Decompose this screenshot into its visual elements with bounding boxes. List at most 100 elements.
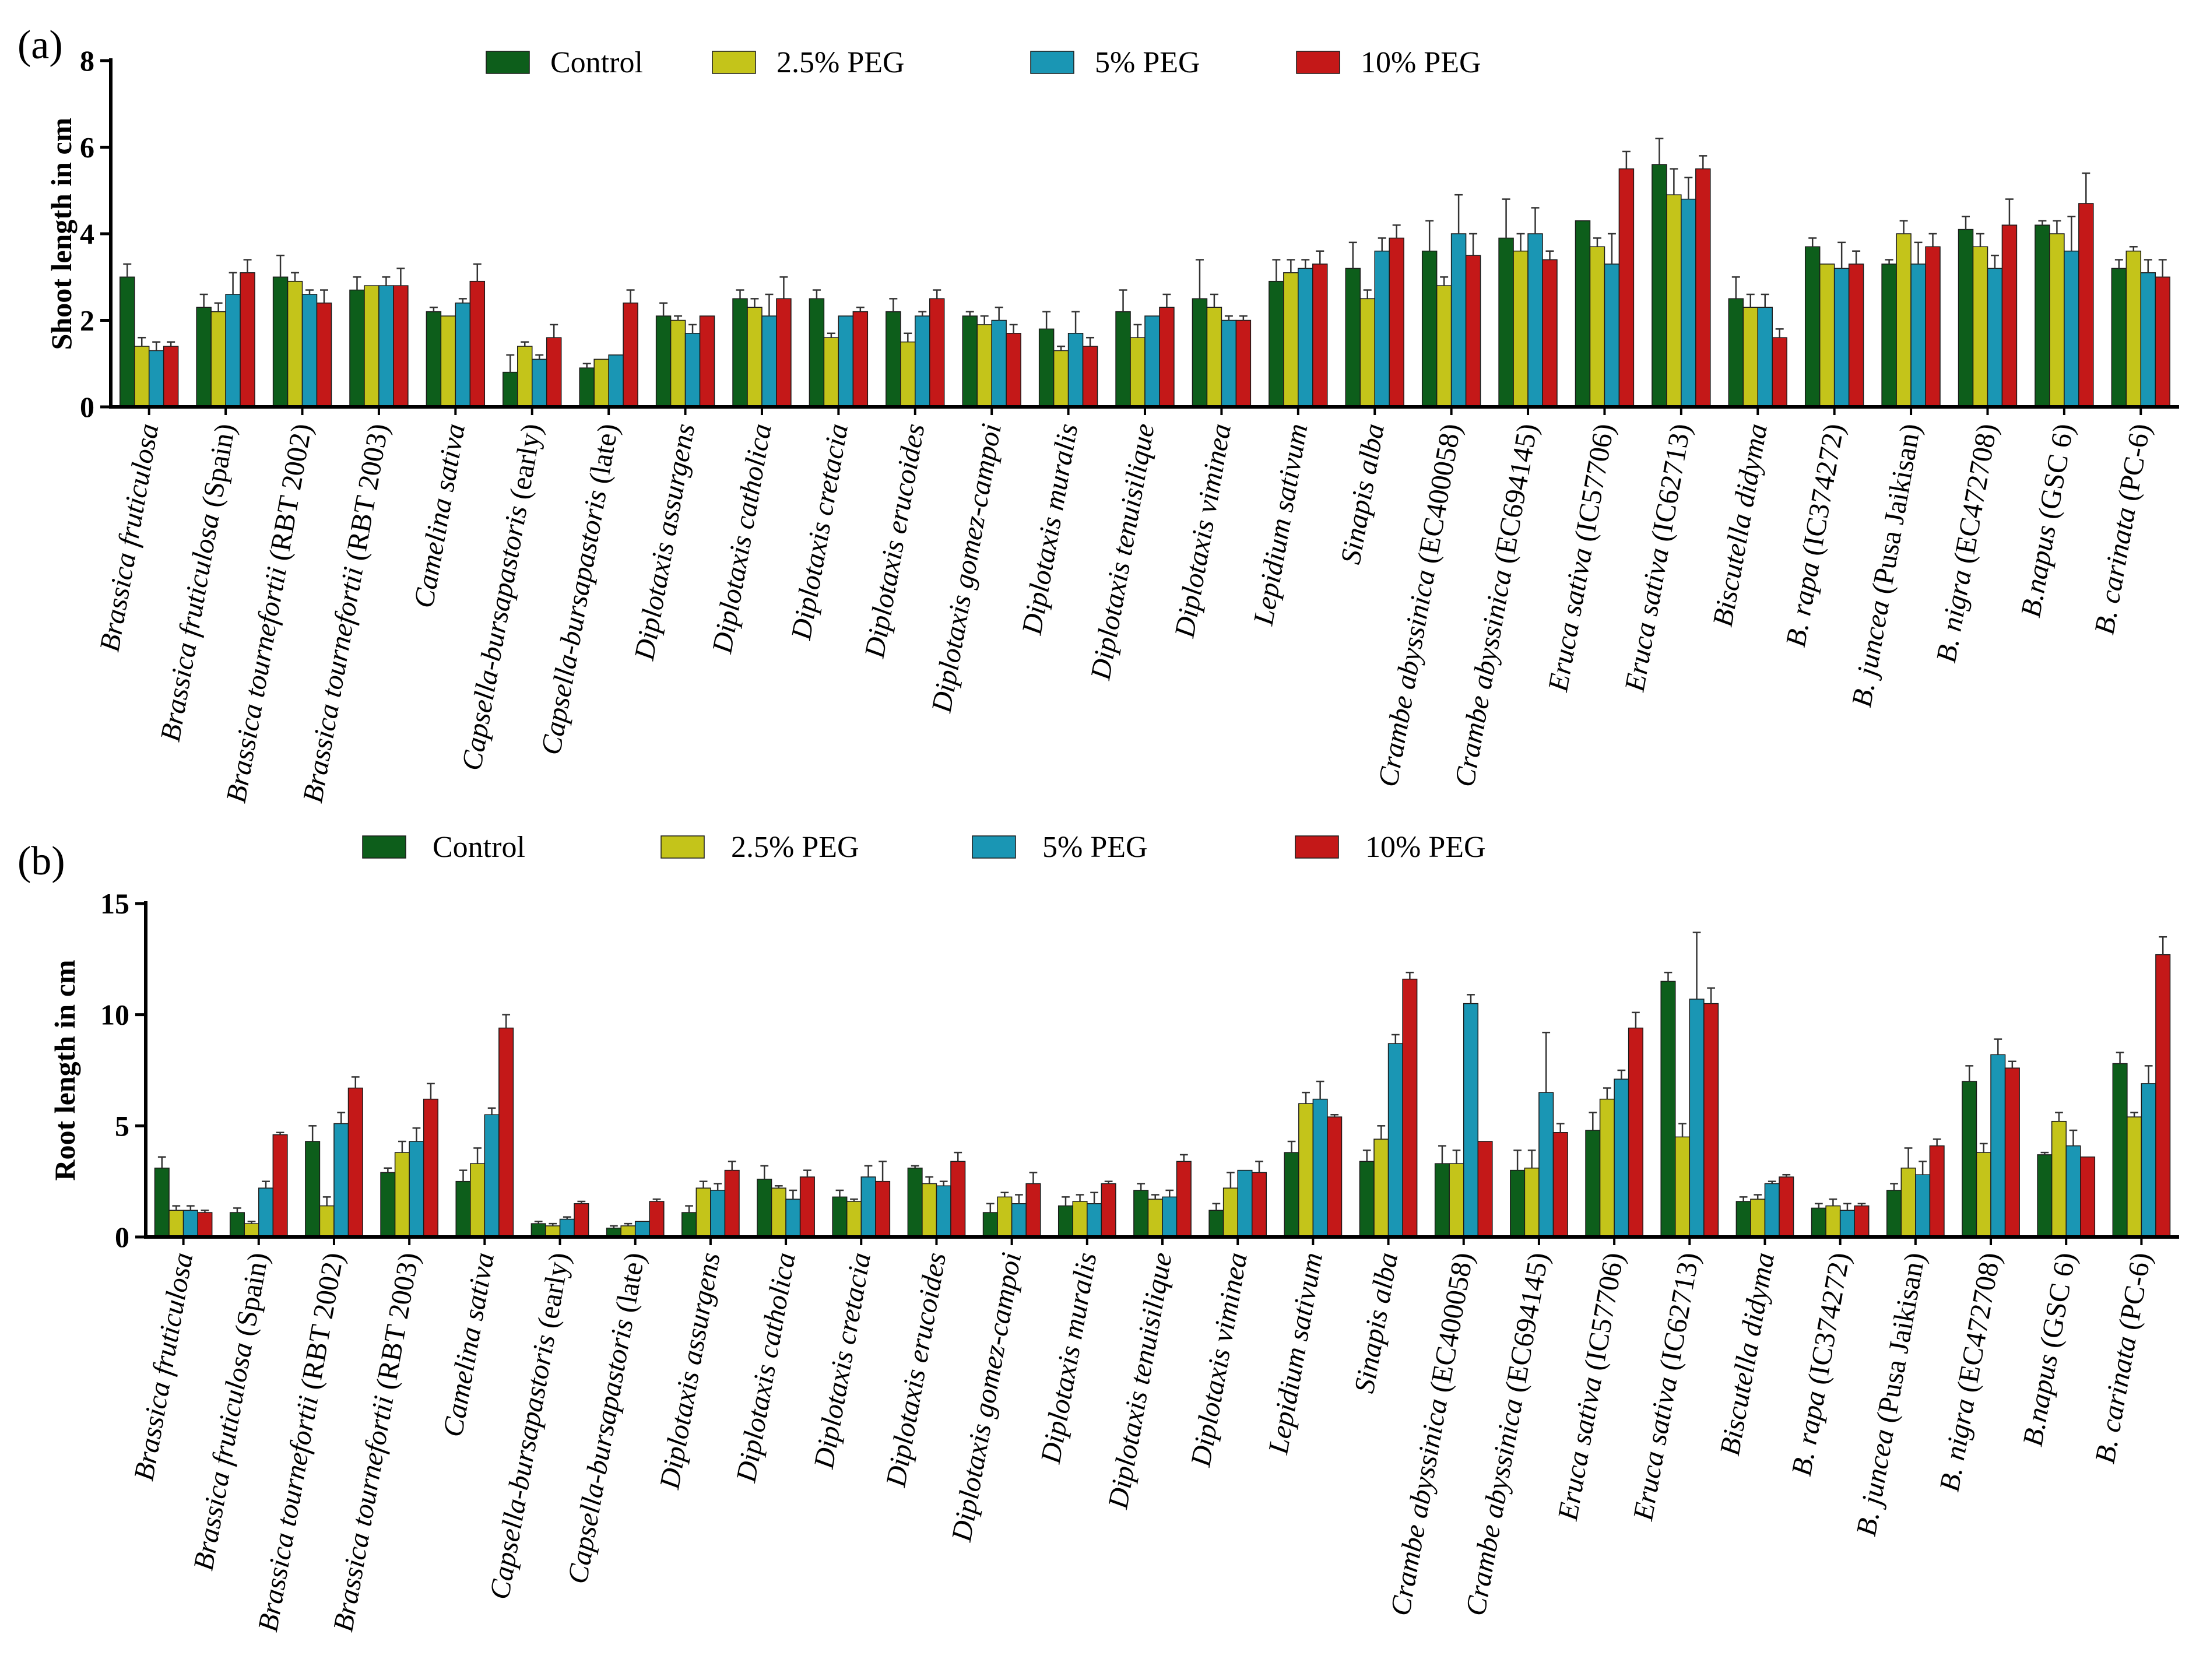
bar-5-peg <box>1538 1092 1554 1238</box>
bar-5-peg <box>915 315 930 407</box>
bar-10-peg <box>1925 246 1941 407</box>
x-category-label: B. juncea (Pusa Jaikisan) <box>1850 1250 1931 1538</box>
x-category-label: B. rapa (IC374272) <box>1785 1250 1856 1478</box>
bar-control <box>579 367 595 407</box>
bar-control <box>1421 250 1438 407</box>
bar-5-peg <box>1689 999 1705 1238</box>
bar-10-peg <box>2004 1067 2020 1238</box>
bar-control <box>757 1179 772 1238</box>
bar-10-peg <box>1465 255 1481 407</box>
panel-label: (a) <box>17 23 63 68</box>
bar-2-5-peg <box>1513 250 1529 407</box>
bar-2-5-peg <box>1896 233 1912 407</box>
x-category-label: Diplotaxis assurgens <box>628 421 701 663</box>
bar-2-5-peg <box>846 1201 862 1238</box>
bar-10-peg <box>1477 1141 1493 1238</box>
bar-control <box>1881 263 1897 407</box>
bar-10-peg <box>163 346 179 407</box>
bar-control <box>2035 224 2050 407</box>
bar-control <box>1958 229 1974 407</box>
x-category-label: Biscutella didyma <box>1713 1250 1780 1458</box>
bar-5-peg <box>531 359 547 407</box>
legend-label: 5% PEG <box>1095 46 1200 79</box>
bar-10-peg <box>1854 1205 1870 1238</box>
bar-2-5-peg <box>1359 298 1375 407</box>
bar-5-peg <box>761 315 777 407</box>
bar-5-peg <box>2064 250 2079 407</box>
bar-10-peg <box>1101 1183 1116 1238</box>
legend-label: 10% PEG <box>1365 831 1486 864</box>
legend-swatch <box>362 835 406 859</box>
bar-5-peg <box>634 1221 650 1238</box>
bar-5-peg <box>1387 1043 1403 1238</box>
y-tick-label: 0 <box>115 1221 129 1253</box>
bar-10-peg <box>546 337 562 407</box>
bar-control <box>1284 1152 1299 1238</box>
x-category-label: Capsella-bursapastoris (early) <box>455 421 548 772</box>
bar-2-5-peg <box>997 1196 1013 1238</box>
x-category-label: Diplotaxis muralis <box>1034 1250 1103 1466</box>
bar-5-peg <box>1162 1196 1178 1238</box>
bar-10-peg <box>1312 263 1328 407</box>
bar-10-peg <box>423 1098 438 1238</box>
bar-control <box>305 1141 321 1238</box>
x-category-label: Diplotaxis catholica <box>729 1250 802 1485</box>
bar-control <box>380 1172 396 1238</box>
x-category-label: Brassica tournefortii (RBT 2002) <box>220 421 318 805</box>
bar-10-peg <box>1251 1172 1267 1238</box>
bar-control <box>1498 237 1514 407</box>
y-axis-label: Root length in cm <box>48 960 81 1180</box>
bar-5-peg <box>860 1176 876 1238</box>
x-category-label: Crambe abyssinica (EC694145) <box>1448 421 1544 789</box>
bar-5-peg <box>559 1218 575 1238</box>
x-category-label: Capsella-bursapastoris (late) <box>561 1250 651 1586</box>
bar-5-peg <box>1987 268 2003 407</box>
bar-5-peg <box>1604 263 1620 407</box>
x-category-label: Diplotaxis cretacia <box>785 421 854 642</box>
bar-10-peg <box>623 303 638 407</box>
legend-label: 10% PEG <box>1361 46 1481 79</box>
bar-2-5-peg <box>1298 1103 1314 1238</box>
bar-10-peg <box>1703 1003 1719 1238</box>
x-category-label: Brassica fruticulosa <box>93 421 165 654</box>
bar-control <box>1575 220 1591 407</box>
bar-2-5-peg <box>670 319 686 407</box>
bar-control <box>1962 1081 1977 1238</box>
bar-2-5-peg <box>922 1183 937 1238</box>
bar-control <box>1057 1205 1074 1238</box>
bar-5-peg <box>1221 319 1237 407</box>
bar-control <box>120 276 135 407</box>
bar-5-peg <box>1011 1203 1027 1238</box>
bar-2-5-peg <box>319 1205 335 1238</box>
legend-swatch <box>486 51 530 74</box>
bar-5-peg <box>484 1114 500 1238</box>
bar-2-5-peg <box>133 346 150 407</box>
x-category-label: Diplotaxis gomez-campoi <box>945 1250 1028 1544</box>
bar-control <box>196 307 212 407</box>
x-category-label: Lepidium sativum <box>1247 421 1314 628</box>
x-category-label: Diplotaxis cretacia <box>807 1250 877 1471</box>
bar-2-5-peg <box>1436 285 1452 407</box>
x-category-label: Camelina sativa <box>436 1250 500 1439</box>
bar-control <box>886 311 901 407</box>
bar-10-peg <box>1628 1027 1643 1238</box>
bar-2-5-peg <box>695 1187 711 1238</box>
bar-10-peg <box>1779 1176 1794 1238</box>
x-category-label: Capsella-bursapastoris (late) <box>535 421 624 757</box>
bar-5-peg <box>608 354 624 407</box>
legend-swatch <box>712 51 756 74</box>
x-category-label: Diplotaxis viminea <box>1184 1250 1253 1469</box>
bar-2-5-peg <box>593 359 609 407</box>
bar-5-peg <box>1757 307 1773 407</box>
bar-control <box>655 315 672 407</box>
bar-10-peg <box>1542 259 1558 407</box>
x-category-label: Crambe abyssinica (EC400058) <box>1384 1250 1480 1618</box>
bar-2-5-peg <box>440 315 456 407</box>
bar-5-peg <box>785 1199 801 1238</box>
bar-2-5-peg <box>747 307 763 407</box>
bar-10-peg <box>1389 237 1404 407</box>
bar-control <box>1038 328 1055 407</box>
x-category-label: Eruca sativa (IC62713) <box>1618 421 1697 694</box>
bar-10-peg <box>1402 978 1418 1238</box>
x-category-label: Brassica tournefortii (RBT 2003) <box>326 1250 425 1634</box>
